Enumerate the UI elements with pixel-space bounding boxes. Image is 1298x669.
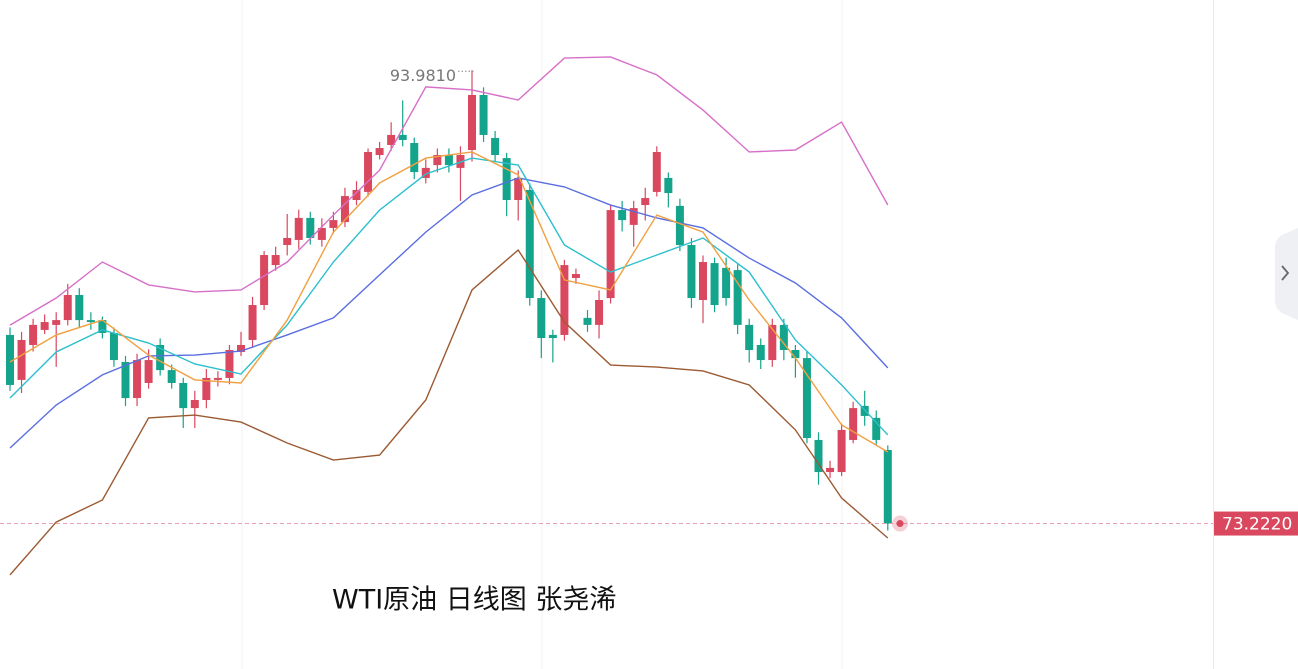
candle-body bbox=[883, 450, 892, 524]
candle-body bbox=[802, 358, 811, 438]
candle-body bbox=[641, 198, 650, 206]
candle-body bbox=[156, 344, 165, 371]
candle-body bbox=[433, 155, 442, 166]
candle-body bbox=[190, 400, 199, 409]
candle-body bbox=[109, 332, 118, 361]
candle-body bbox=[444, 155, 453, 166]
candle-body bbox=[722, 267, 731, 299]
candle-body bbox=[364, 151, 373, 192]
candle-body bbox=[352, 189, 361, 201]
last-price-box bbox=[1214, 511, 1298, 536]
candle-body bbox=[29, 324, 38, 345]
indicator-line bbox=[9, 56, 889, 326]
candle-body bbox=[514, 177, 523, 201]
candle-body bbox=[756, 344, 765, 361]
candle-body bbox=[40, 322, 49, 330]
chart-title: WTI原油 日线图 张尧浠 bbox=[332, 585, 616, 616]
candle-body bbox=[283, 237, 292, 245]
chevron-icon bbox=[1281, 265, 1290, 281]
candle-body bbox=[202, 377, 211, 401]
candle-body bbox=[317, 227, 326, 240]
candle-body bbox=[387, 134, 396, 145]
candle-body bbox=[52, 320, 61, 325]
candle-body bbox=[121, 362, 130, 399]
candle-body bbox=[398, 134, 407, 140]
candle-body bbox=[237, 344, 245, 352]
candle-body bbox=[525, 189, 534, 299]
candle-body bbox=[410, 143, 419, 173]
candle-body bbox=[710, 263, 719, 306]
candle-body bbox=[779, 324, 788, 351]
candle-body bbox=[768, 324, 777, 361]
candle-body bbox=[583, 317, 592, 325]
candle-body bbox=[421, 167, 430, 178]
candle-body bbox=[167, 370, 176, 383]
candle-body bbox=[687, 244, 696, 299]
last-price-label: 73.2220 bbox=[1222, 515, 1292, 535]
candle-body bbox=[606, 210, 615, 299]
candle-body bbox=[248, 305, 257, 340]
candle-body bbox=[837, 429, 846, 473]
candle-body bbox=[595, 300, 604, 325]
candle-body bbox=[814, 439, 823, 473]
candle-body bbox=[98, 320, 107, 333]
candle-body bbox=[537, 298, 546, 338]
candle-body bbox=[745, 324, 754, 351]
last-price-dot bbox=[896, 520, 904, 528]
indicator-line bbox=[9, 157, 889, 436]
candle-body bbox=[629, 208, 638, 225]
candle-body bbox=[306, 217, 315, 238]
candle-body bbox=[225, 350, 234, 378]
candle-body bbox=[260, 255, 269, 306]
plot: 93.9810 bbox=[0, 56, 1213, 576]
candle-body bbox=[6, 334, 14, 385]
candle-body bbox=[213, 377, 222, 380]
expand-button[interactable] bbox=[1275, 228, 1298, 320]
candle-body bbox=[571, 274, 580, 278]
candle-body bbox=[872, 417, 881, 440]
candle-body bbox=[502, 158, 511, 201]
candle-body bbox=[791, 350, 800, 359]
candle-body bbox=[664, 177, 673, 194]
candle-body bbox=[652, 151, 661, 192]
candle-body bbox=[294, 217, 303, 240]
candle-body bbox=[826, 467, 835, 473]
candle-body bbox=[179, 382, 188, 409]
max-label: 93.9810 bbox=[390, 66, 456, 85]
candle-body bbox=[548, 334, 557, 338]
candle-body bbox=[618, 210, 627, 221]
indicator-line bbox=[9, 151, 889, 453]
candle-body bbox=[86, 320, 95, 323]
candle-body bbox=[699, 262, 707, 301]
candle-body bbox=[271, 255, 280, 266]
indicator-line bbox=[9, 177, 889, 449]
candle-body bbox=[560, 265, 569, 335]
candle-body bbox=[375, 148, 384, 156]
candle-body bbox=[63, 294, 72, 321]
candle-body bbox=[133, 360, 142, 399]
candle-body bbox=[329, 220, 338, 228]
candle-body bbox=[849, 408, 858, 440]
candle-body bbox=[733, 270, 742, 325]
candle-body bbox=[468, 94, 476, 151]
candle-body bbox=[144, 360, 153, 383]
candle-body bbox=[340, 196, 349, 223]
candle-body bbox=[675, 205, 684, 245]
candle-body bbox=[75, 294, 84, 321]
candle-body bbox=[479, 94, 488, 135]
candle-body bbox=[491, 137, 500, 156]
indicator-line bbox=[9, 248, 889, 576]
axis: 73.2220 bbox=[1214, 511, 1298, 536]
candle-body bbox=[17, 339, 26, 380]
